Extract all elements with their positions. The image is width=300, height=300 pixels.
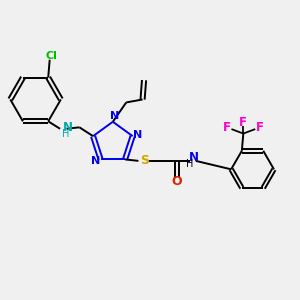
Text: F: F bbox=[223, 121, 231, 134]
Text: F: F bbox=[256, 121, 264, 134]
Text: F: F bbox=[239, 116, 247, 129]
Text: H: H bbox=[186, 159, 194, 169]
Text: Cl: Cl bbox=[45, 51, 57, 61]
Text: N: N bbox=[188, 151, 198, 164]
Text: O: O bbox=[172, 175, 182, 188]
Text: N: N bbox=[63, 121, 73, 134]
Text: N: N bbox=[110, 111, 119, 122]
Text: N: N bbox=[134, 130, 142, 140]
Text: H: H bbox=[61, 129, 69, 139]
Text: S: S bbox=[140, 154, 149, 167]
Text: N: N bbox=[91, 156, 100, 166]
